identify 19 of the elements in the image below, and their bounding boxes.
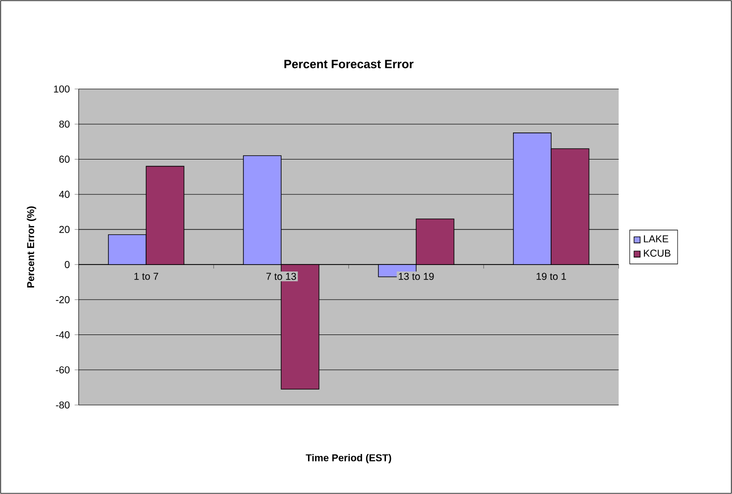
y-tick-label: -80 <box>56 401 70 409</box>
y-tick-label: -40 <box>56 331 70 338</box>
y-tick-label: -60 <box>56 366 70 374</box>
x-tick-label: 7 to 13 <box>266 272 296 280</box>
y-axis-title: Percent Error (%) <box>26 206 36 288</box>
x-tick-label: 13 to 19 <box>398 272 434 280</box>
x-tick-label: 1 to 7 <box>134 272 158 280</box>
y-tick-label: 100 <box>54 85 70 93</box>
y-tick-label: 0 <box>64 261 70 268</box>
x-tick-label: 19 to 1 <box>536 272 566 280</box>
y-tick-label: -20 <box>56 296 70 304</box>
y-tick-label: 80 <box>59 120 70 128</box>
x-axis-title: Time Period (EST) <box>306 454 392 464</box>
legend-label: KCUB <box>644 250 670 257</box>
chart-title: Percent Forecast Error <box>284 60 414 68</box>
y-tick-label: 20 <box>59 226 70 233</box>
y-tick-label: 40 <box>59 190 70 198</box>
legend-label: LAKE <box>644 235 668 242</box>
y-tick-label: 60 <box>59 156 70 163</box>
